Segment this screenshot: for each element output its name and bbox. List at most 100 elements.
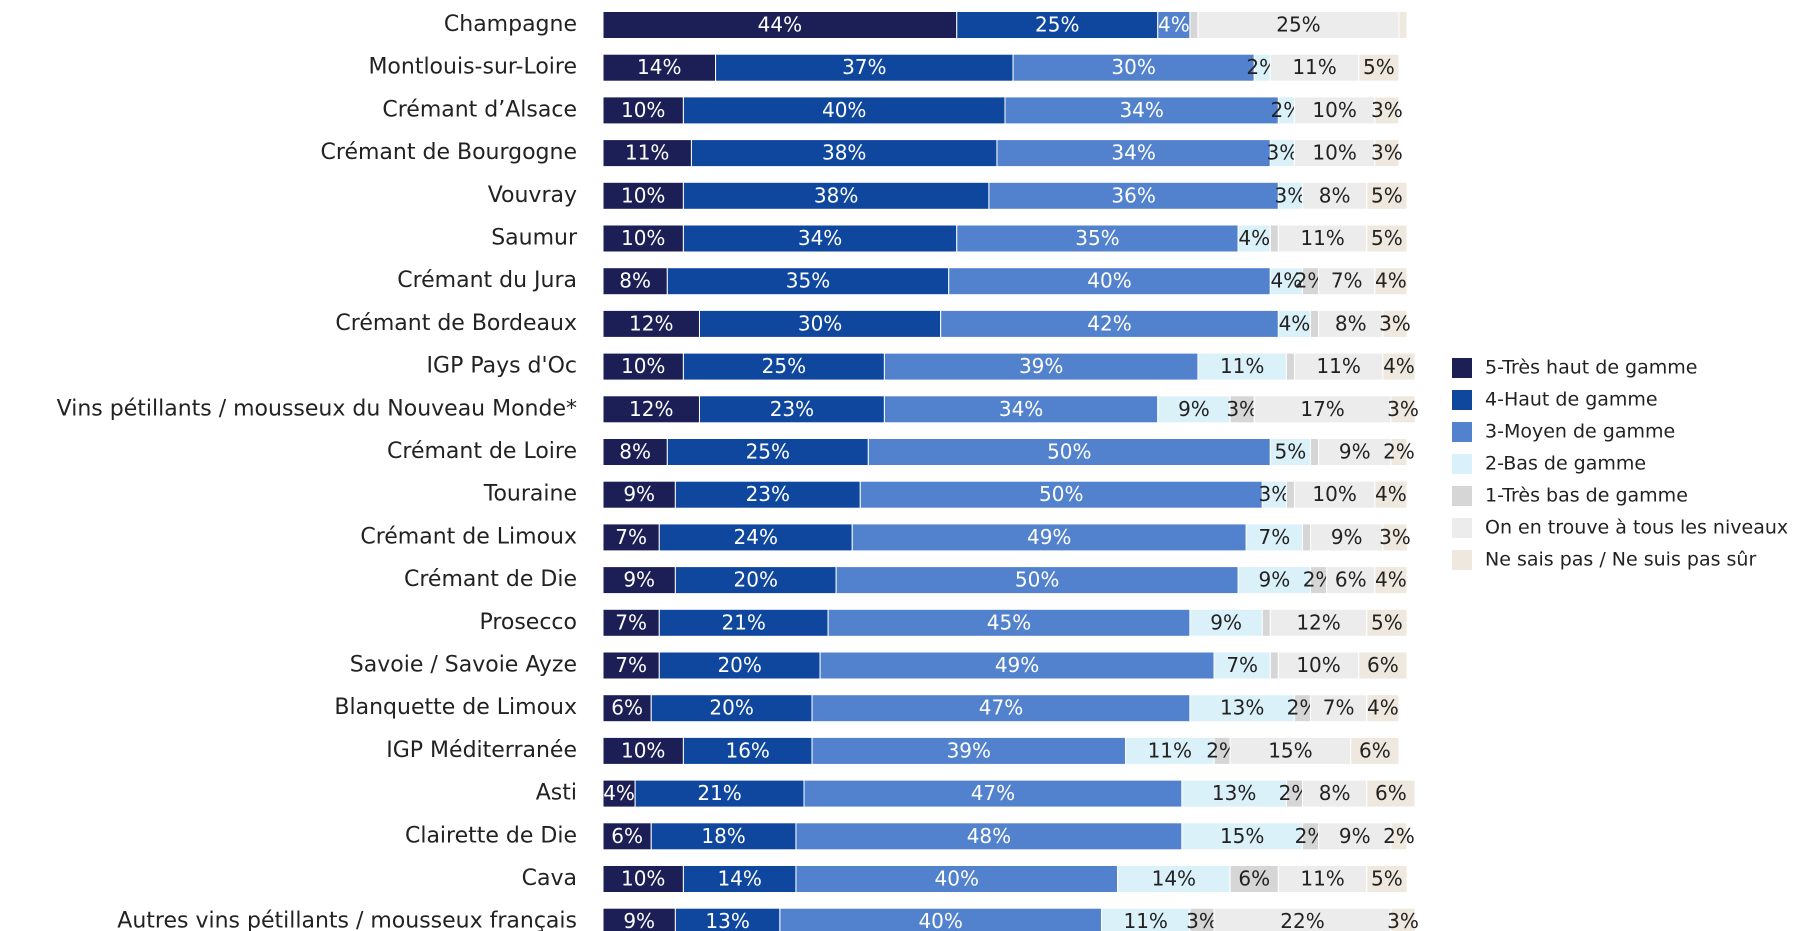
bar-segment xyxy=(1310,438,1320,466)
value-label: 6% xyxy=(1375,781,1407,805)
bar-segment xyxy=(1117,865,1231,893)
bar-segment xyxy=(602,267,668,296)
value-label: 12% xyxy=(629,311,673,335)
bar-segment xyxy=(658,608,829,637)
value-label: 10% xyxy=(1312,98,1356,122)
bar-segment xyxy=(1358,53,1400,82)
value-label: 47% xyxy=(979,696,1023,720)
value-label: 8% xyxy=(619,440,651,464)
value-label: 4% xyxy=(1383,354,1415,378)
bar-segment xyxy=(1277,181,1303,210)
bar-segment xyxy=(811,694,1191,723)
value-label: 44% xyxy=(758,13,802,37)
value-label: 6% xyxy=(1359,738,1391,762)
value-label: 5% xyxy=(1371,226,1403,250)
category-label: Crémant du Jura xyxy=(397,268,577,293)
value-label: 5% xyxy=(1371,610,1403,634)
value-label: 7% xyxy=(1331,269,1363,293)
bar-segment xyxy=(602,822,652,851)
bar-segment xyxy=(666,438,869,466)
value-label: 10% xyxy=(621,738,665,762)
value-label: 40% xyxy=(918,909,962,931)
value-label: 6% xyxy=(1335,568,1367,592)
value-label: 9% xyxy=(1339,824,1371,848)
bar-segment xyxy=(1189,11,1199,39)
value-label: 18% xyxy=(701,824,745,848)
value-label: 16% xyxy=(725,738,769,762)
bar-segment xyxy=(1374,139,1400,168)
category-label: IGP Méditerranée xyxy=(386,738,577,763)
bar-segment xyxy=(1318,267,1376,296)
bar-segment xyxy=(1366,694,1400,723)
bar-segment xyxy=(940,309,1279,338)
category-label: Blanquette de Limoux xyxy=(334,695,577,720)
bar-segment xyxy=(658,651,821,680)
bar-segment xyxy=(1382,309,1408,338)
value-label: 4% xyxy=(1375,269,1407,293)
category-label: Vins pétillants / mousseux du Nouveau Mo… xyxy=(57,396,577,421)
bar-segment xyxy=(1229,395,1255,424)
value-label: 35% xyxy=(786,269,830,293)
value-label: 39% xyxy=(947,738,991,762)
value-label: 34% xyxy=(1119,98,1163,122)
legend-swatch xyxy=(1452,454,1472,474)
value-label: 9% xyxy=(1331,525,1363,549)
bar-segment xyxy=(1390,438,1408,466)
legend-label: 3-Moyen de gamme xyxy=(1485,421,1675,443)
bar-segment xyxy=(1229,865,1279,893)
category-label: Autres vins pétillants / mousseux frança… xyxy=(117,909,577,931)
legend-swatch xyxy=(1452,550,1472,570)
bar-segment xyxy=(1125,736,1215,765)
value-label: 4% xyxy=(1375,482,1407,506)
value-label: 7% xyxy=(615,525,647,549)
category-label: Montlouis-sur-Loire xyxy=(368,55,577,80)
value-label: 11% xyxy=(1300,867,1344,891)
category-label: IGP Pays d'Oc xyxy=(427,354,577,379)
bar-segment xyxy=(1366,865,1408,893)
value-label: 5% xyxy=(1371,867,1403,891)
bar-segment xyxy=(1358,651,1408,680)
value-label: 21% xyxy=(721,610,765,634)
value-label: 11% xyxy=(1300,226,1344,250)
bar-segment xyxy=(602,139,692,168)
value-label: 37% xyxy=(842,55,886,79)
value-label: 40% xyxy=(935,867,979,891)
category-label: Crémant de Loire xyxy=(387,439,577,464)
bar-segment xyxy=(1269,438,1312,466)
value-label: 30% xyxy=(798,311,842,335)
value-label: 4% xyxy=(603,781,635,805)
value-label: 49% xyxy=(1027,525,1071,549)
bar-segment xyxy=(1285,352,1295,381)
value-label: 34% xyxy=(1111,141,1155,165)
value-label: 49% xyxy=(995,653,1039,677)
bar-segment xyxy=(602,224,684,253)
value-label: 10% xyxy=(1312,141,1356,165)
value-label: 24% xyxy=(734,525,778,549)
value-label: 4% xyxy=(1367,696,1399,720)
value-label: 10% xyxy=(1296,653,1340,677)
bar-segment xyxy=(682,96,1006,125)
category-label: Asti xyxy=(536,781,577,806)
bar-segment xyxy=(602,736,684,765)
bar-segment xyxy=(1374,480,1408,509)
value-label: 3% xyxy=(1379,525,1411,549)
bar-segment xyxy=(1318,309,1384,338)
bar-segment xyxy=(1382,523,1408,552)
bar-segment xyxy=(690,139,998,168)
legend-label: 4-Haut de gamme xyxy=(1485,389,1658,411)
value-label: 3% xyxy=(1226,397,1258,421)
category-label: Crémant de Bourgogne xyxy=(321,140,577,165)
value-label: 12% xyxy=(1296,610,1340,634)
value-label: 5% xyxy=(1371,183,1403,207)
bar-segment xyxy=(1326,566,1376,595)
value-label: 2% xyxy=(1383,824,1415,848)
legend-label: 1-Très bas de gamme xyxy=(1485,485,1688,507)
value-label: 23% xyxy=(770,397,814,421)
legend-swatch xyxy=(1452,486,1472,506)
legend-swatch xyxy=(1452,422,1472,442)
bar-segment xyxy=(803,779,1183,808)
bar-segment xyxy=(1197,352,1287,381)
bar-segment xyxy=(811,736,1127,765)
bar-segment xyxy=(1301,523,1312,552)
